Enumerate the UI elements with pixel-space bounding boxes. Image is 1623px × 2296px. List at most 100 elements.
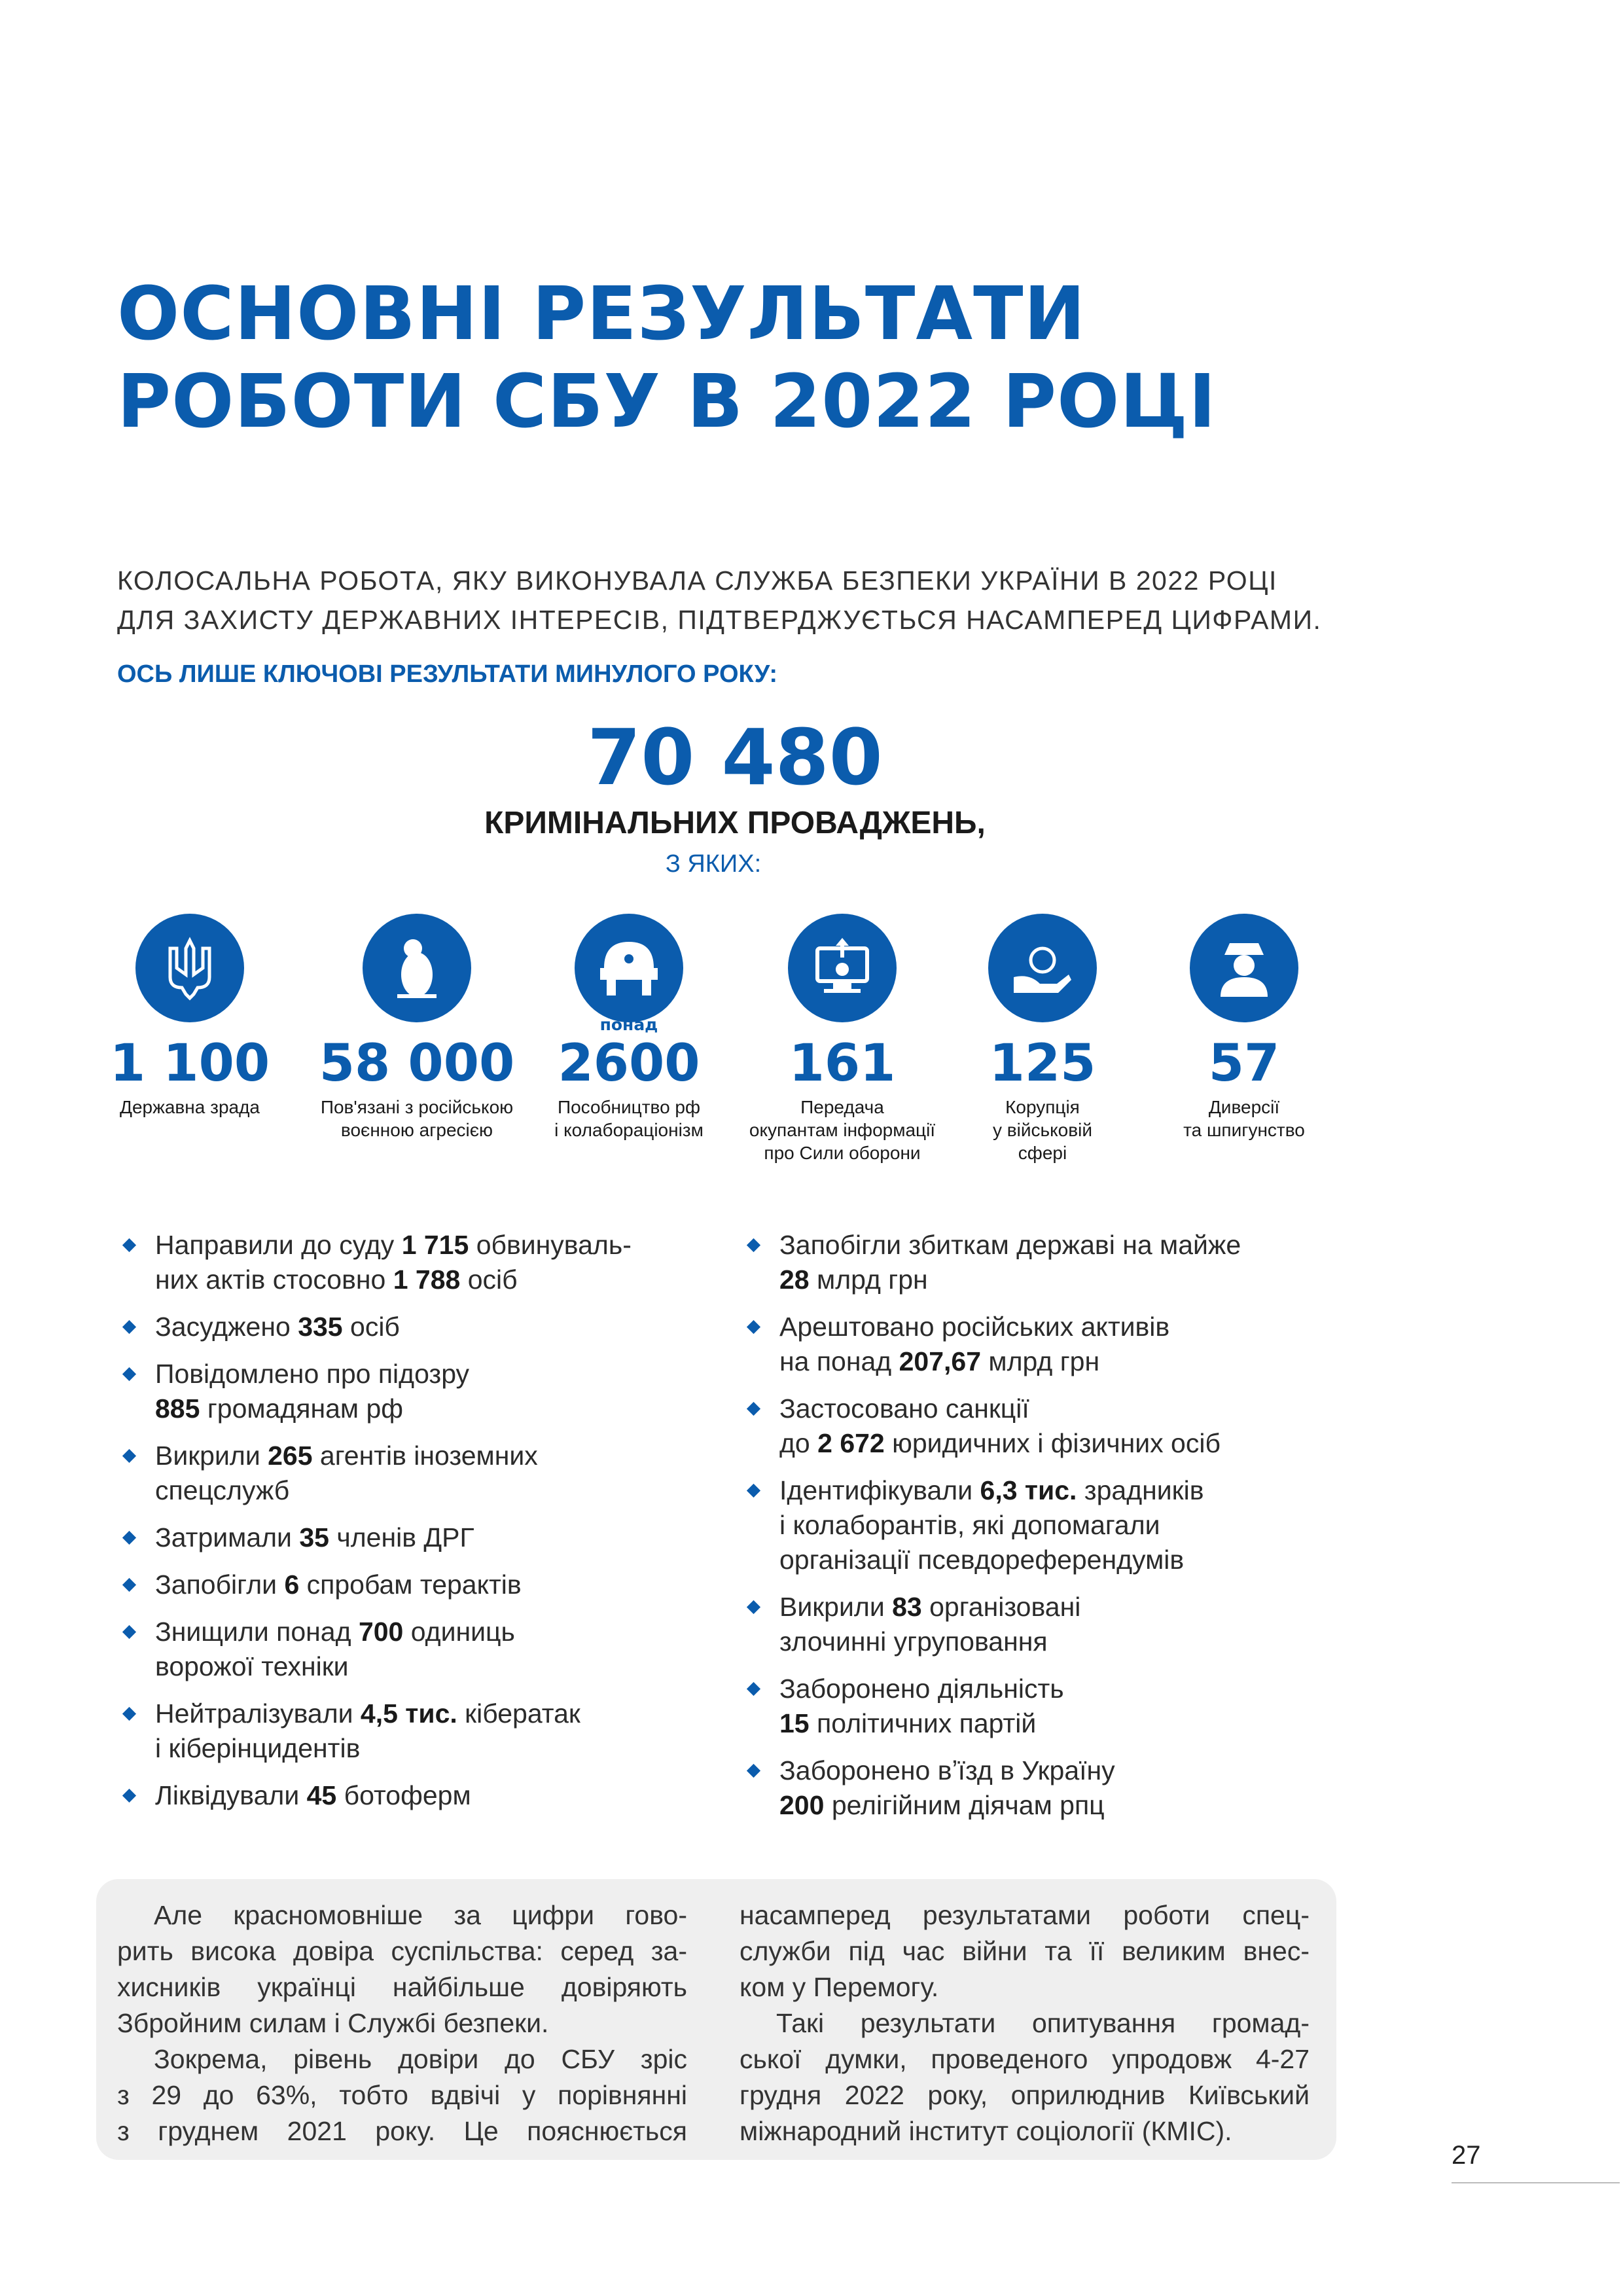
stat-label: Корупція у військовій сфері [993, 1097, 1092, 1163]
bullet-text: Ліквідували [155, 1780, 307, 1810]
bullet-line: Арештовано російських активів [779, 1310, 1338, 1344]
bullet-text: осіб [460, 1265, 518, 1295]
bullet-text: Затримали [155, 1522, 300, 1552]
box-line: міжнародний інститут соціології (КМІС). [740, 2116, 1232, 2146]
stat: 161 Передача окупантам інформації про Сил… [711, 1016, 973, 1164]
bullet-text: Знищили понад [155, 1617, 359, 1647]
bullet-item: Запобігли збиткам державі на майже 28 млр… [746, 1228, 1338, 1297]
bullet-marker [746, 1483, 761, 1498]
bullet-text: Арештовано російських активів [779, 1312, 1170, 1342]
spacer [59, 1016, 321, 1034]
bullet-line: Ліквідували 45 ботоферм [155, 1778, 713, 1813]
bullet-text: Нейтралізували [155, 1698, 361, 1729]
bullet-text: Застосовано санкції [779, 1393, 1029, 1424]
bullet-item: Викрили 83 організовані злочинні угрупова… [746, 1590, 1338, 1659]
quote-box [96, 1879, 1336, 2160]
box-line: Збройним силам і Службі безпеки. [117, 2008, 549, 2038]
stat-icon [788, 914, 897, 1022]
headline-of-which: З ЯКИХ: [665, 850, 762, 878]
bullet-text: спецслужб [155, 1475, 290, 1505]
bullet-figure: 45 [306, 1780, 337, 1810]
bullet-item: Ліквідували 45 ботоферм [122, 1778, 713, 1813]
page-number: 27 [1452, 2141, 1481, 2170]
bullet-item: Направили до суду 1 715 обвинуваль-них а… [122, 1228, 713, 1297]
bullet-line: і колаборантів, які допомагали [779, 1508, 1338, 1543]
bullet-text: релігійним діячам рпц [824, 1790, 1105, 1820]
bullet-figure: 28 [779, 1265, 810, 1295]
bullet-text: організації псевдореферендумів [779, 1545, 1185, 1575]
stat-icon [135, 914, 244, 1022]
bullet-text: агентів іноземних [312, 1441, 538, 1471]
bullet-line: Направили до суду 1 715 обвинуваль- [155, 1228, 713, 1263]
bullet-marker [122, 1448, 137, 1463]
stat-label: Державна зрада [120, 1097, 260, 1117]
bullet-line: Заборонено діяльність [779, 1672, 1338, 1706]
bullet-figure: 200 [779, 1790, 825, 1820]
bullet-figure: 2 672 [817, 1428, 885, 1458]
bullet-text: Заборонено вʼїзд в Україну [779, 1755, 1115, 1785]
bullet-text: Заборонено діяльність [779, 1674, 1064, 1704]
bullet-text: млрд грн [809, 1265, 928, 1295]
bullet-marker [122, 1530, 137, 1545]
bullet-figure: 83 [892, 1592, 922, 1622]
stat-prefix: понад [599, 1015, 658, 1034]
bullet-line: Заборонено вʼїзд в Україну [779, 1753, 1338, 1788]
stat-label: Пособництво рф і колабораціонізм [554, 1097, 704, 1140]
bullet-text: Направили до суду [155, 1230, 402, 1260]
bullet-figure: 265 [268, 1441, 313, 1471]
box-line: грудня 2022 року, оприлюднив Київський [740, 2080, 1310, 2110]
bullet-text: і кіберінцидентів [155, 1733, 361, 1763]
stat-label: Пов'язані з російською воєнною агресією [320, 1097, 514, 1140]
box-column: Але красномовніше за цифри гово-рить вис… [117, 1897, 687, 2149]
bullet-marker [122, 1319, 137, 1335]
spacer [1113, 1016, 1375, 1034]
bullet-item: Затримали 35 членів ДРГ [122, 1520, 713, 1555]
bullet-figure: 1 715 [401, 1230, 469, 1260]
bullet-line: 15 політичних партій [779, 1706, 1338, 1741]
bullet-text: Ідентифікували [779, 1475, 980, 1505]
bullet-text: зрадників [1077, 1475, 1204, 1505]
bullet-marker [122, 1624, 137, 1640]
stat-value: 125 [989, 1034, 1096, 1093]
stat-label: Передача окупантам інформації про Сили о… [749, 1097, 936, 1163]
bullet-figure: 885 [155, 1393, 200, 1424]
box-line: Такі результати опитування громад- [776, 2008, 1310, 2038]
bullet-line: до 2 672 юридичних і фізичних осіб [779, 1426, 1338, 1461]
bullet-line: ворожої техніки [155, 1649, 713, 1684]
bullet-text: на понад [779, 1346, 899, 1376]
intro-line: ДЛЯ ЗАХИСТУ ДЕРЖАВНИХ ІНТЕРЕСІВ, ПІДТВЕР… [117, 605, 1322, 635]
box-line: хисників українці найбільше довіряють [117, 1972, 687, 2002]
bullet-figure: 35 [299, 1522, 329, 1552]
box-line: з 29 до 63%, тобто вдвічі у порівнянні [117, 2080, 687, 2110]
bullet-line: Повідомлено про підозру [155, 1357, 713, 1391]
bullet-marker [746, 1681, 761, 1696]
bullet-text: обвинуваль- [469, 1230, 632, 1260]
bullet-item: Повідомлено про підозру 885 громадянам рф [122, 1357, 713, 1426]
bullet-text: громадянам рф [200, 1393, 404, 1424]
bullet-line: 885 громадянам рф [155, 1391, 713, 1426]
bullet-text: юридичних і фізичних осіб [884, 1428, 1221, 1458]
box-line: Але красномовніше за цифри гово- [154, 1900, 687, 1930]
bullet-text: політичних партій [809, 1708, 1037, 1738]
box-line: Зокрема, рівень довіри до СБУ зріс [154, 2044, 687, 2074]
bullet-line: Викрили 265 агентів іноземних [155, 1439, 713, 1473]
bullet-text: Засуджено [155, 1312, 298, 1342]
stat-icon [363, 914, 471, 1022]
box-line: служби під час війни та її великим внес- [740, 1936, 1310, 1966]
box-line: ської думки, проведеного упродовж 4-27 [740, 2044, 1310, 2074]
bullet-figure: 6,3 тис. [980, 1475, 1077, 1505]
bullet-text: злочинні угруповання [779, 1626, 1048, 1657]
bullet-text: спробам терактів [299, 1570, 522, 1600]
footer-rule [1452, 2182, 1620, 2183]
bullet-text: Запобігли [155, 1570, 285, 1600]
bullet-text: Викрили [155, 1441, 268, 1471]
bullet-line: на понад 207,67 млрд грн [779, 1344, 1338, 1379]
bullet-item: Викрили 265 агентів іноземних спецслужб [122, 1439, 713, 1508]
bullet-text: них актів стосовно [155, 1265, 393, 1295]
stat: 125 Корупція у військовій сфері [912, 1016, 1173, 1164]
bullet-marker [746, 1763, 761, 1778]
bullet-item: Знищили понад 700 одиниць ворожої техніки [122, 1615, 713, 1684]
stat-value: 161 [789, 1034, 896, 1093]
stat: 58 000 Пов'язані з російською воєнною агр… [286, 1016, 548, 1141]
